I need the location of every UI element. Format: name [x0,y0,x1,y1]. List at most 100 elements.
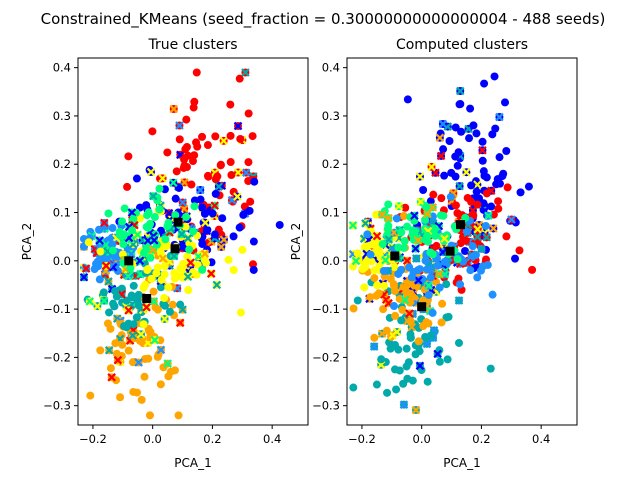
x-tick-label: −0.2 [79,432,107,446]
data-point [189,227,198,236]
data-point [373,281,382,290]
data-point [211,175,220,184]
data-point [492,180,501,189]
data-point [403,278,412,287]
data-point [473,200,482,209]
data-point [440,171,449,180]
data-point [431,231,440,240]
seed-marker [163,359,172,368]
data-point [392,385,401,394]
seed-marker [455,181,464,191]
data-point [171,194,180,203]
data-point [102,254,111,263]
y-tick-label: 0.0 [322,254,340,268]
data-point [432,241,441,250]
data-point [203,141,212,150]
data-point [183,252,192,261]
data-point [249,265,258,274]
seed-marker [85,297,94,306]
seed-marker [127,208,137,217]
data-point [446,192,455,201]
data-point [443,355,452,364]
data-point [127,293,136,302]
data-point [236,134,245,143]
seed-marker [369,342,379,351]
data-point [451,152,460,161]
data-point [439,145,448,154]
data-point [424,291,433,300]
cluster-center-marker [170,244,180,254]
data-point [95,275,104,284]
seed-marker [428,203,438,212]
seed-marker [410,211,419,220]
data-point [456,280,465,289]
y-tick-label: −0.1 [43,302,71,316]
data-point [392,214,401,223]
data-point [472,129,481,138]
seed-marker [150,335,160,345]
scatter-points-computed-clusters [348,72,537,415]
data-point [511,254,520,263]
data-point [145,221,154,230]
data-point [397,228,406,237]
data-point [368,240,377,249]
x-ticks-true-clusters: −0.2 0.0 0.2 0.4 [79,425,281,446]
data-point [111,286,120,295]
data-point [208,209,217,218]
data-point [124,152,133,161]
seed-marker [104,345,114,355]
seed-marker [149,191,158,201]
data-point [473,273,482,282]
seed-marker [149,297,159,306]
data-point [426,331,435,340]
data-point [226,131,235,140]
data-point [414,337,423,346]
data-point [203,225,212,234]
seed-marker [219,235,229,244]
seed-marker [384,235,394,244]
data-point [86,391,95,400]
seed-marker [361,219,370,228]
data-point [161,235,170,244]
data-point [372,291,381,300]
data-point [143,266,152,275]
data-point [192,68,201,77]
data-point [383,224,392,233]
seed-marker [399,400,409,409]
seed-marker [104,277,113,286]
seed-marker [455,86,465,96]
seed-marker [178,198,187,207]
figure-suptitle: Constrained_KMeans (seed_fraction = 0.30… [41,10,606,29]
y-tick-label: −0.3 [43,399,71,413]
data-point [155,184,164,193]
data-point [462,227,471,236]
seed-marker [134,358,143,367]
data-point [349,304,358,313]
y-ticks-computed-clusters: −0.3 −0.2 −0.1 0.0 0.1 0.2 0.3 0.4 [312,61,347,413]
data-point [402,344,411,353]
data-point [502,147,511,156]
data-point [250,177,259,186]
data-point [395,366,404,375]
data-point [494,197,503,206]
seed-marker [473,180,482,189]
data-point [218,214,227,223]
data-point [397,316,406,325]
seed-marker [149,236,159,245]
data-point [119,239,128,248]
seed-marker [402,256,412,266]
seed-marker [413,236,423,245]
data-point [372,380,381,389]
data-point [466,266,475,275]
seed-marker [495,112,504,122]
cluster-center-marker [173,217,183,227]
seed-marker [484,211,493,221]
y-tick-label: −0.3 [312,399,340,413]
plot-frame-computed-clusters [346,57,578,426]
data-point [134,301,143,310]
data-point [137,395,146,404]
seed-marker [81,264,91,273]
seed-marker [156,345,166,355]
data-point [124,319,133,328]
seed-marker [233,192,242,201]
